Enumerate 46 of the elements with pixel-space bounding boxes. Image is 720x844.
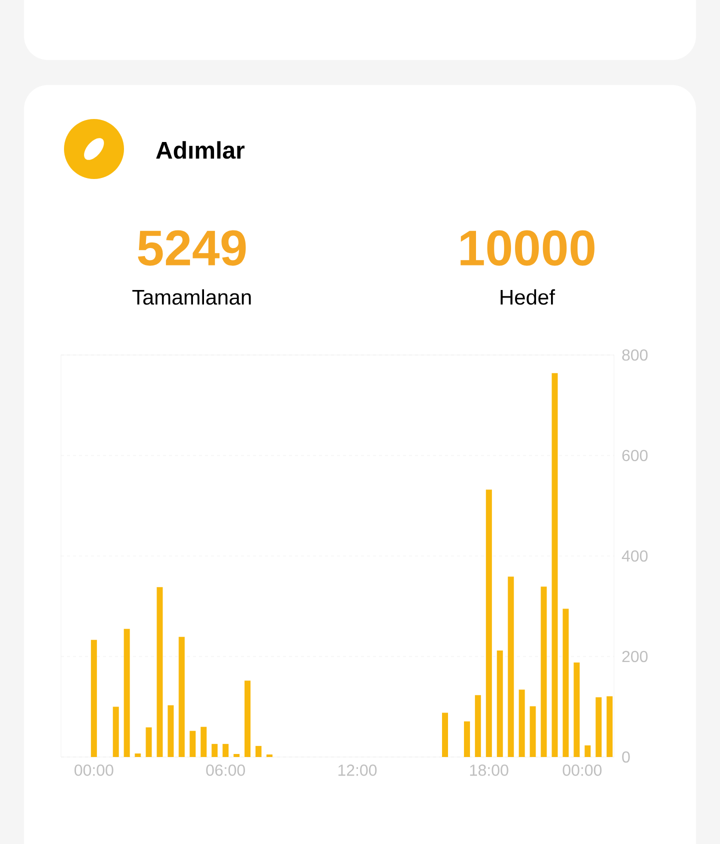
bar xyxy=(584,745,591,757)
bar xyxy=(474,695,481,757)
y-tick-label: 200 xyxy=(622,650,648,662)
bar xyxy=(574,662,580,757)
x-tick-label: 00:00 xyxy=(562,764,602,776)
bar xyxy=(222,744,229,757)
bar xyxy=(178,636,185,757)
text: 10000 xyxy=(460,230,594,266)
bar xyxy=(442,712,448,757)
bar xyxy=(518,690,525,757)
bar xyxy=(112,706,119,757)
text: Hedef xyxy=(500,289,556,305)
x-tick-label: 12:00 xyxy=(338,764,377,776)
y-tick-label: 800 xyxy=(622,349,648,361)
bar xyxy=(596,697,602,757)
y-tick-label: 600 xyxy=(622,450,648,462)
bar xyxy=(255,746,262,757)
bar xyxy=(90,640,97,757)
y-tick-label: 400 xyxy=(622,550,648,562)
bar xyxy=(464,721,470,757)
bar xyxy=(146,727,152,757)
text: Tamamlanan xyxy=(132,289,251,305)
bar xyxy=(266,754,272,757)
bar xyxy=(168,705,174,757)
bar xyxy=(234,754,240,757)
bar xyxy=(156,587,163,757)
text: 5249 xyxy=(138,230,246,266)
bar xyxy=(486,490,492,757)
x-tick-label: 00:00 xyxy=(74,764,114,776)
bar xyxy=(552,373,558,757)
y-tick-label: 0 xyxy=(622,751,630,763)
bar xyxy=(200,726,207,757)
bar xyxy=(244,680,251,757)
bar xyxy=(530,706,536,757)
bar xyxy=(508,576,514,757)
chart-title: Adımlar xyxy=(156,141,245,159)
bar xyxy=(190,730,196,757)
bar xyxy=(540,586,547,757)
bar xyxy=(606,696,613,757)
x-tick-label: 18:00 xyxy=(470,764,508,776)
x-tick-label: 06:00 xyxy=(206,764,245,776)
bar xyxy=(124,628,130,757)
bar xyxy=(496,650,503,757)
bar xyxy=(134,753,141,757)
bar xyxy=(212,744,218,757)
bar xyxy=(562,608,569,757)
